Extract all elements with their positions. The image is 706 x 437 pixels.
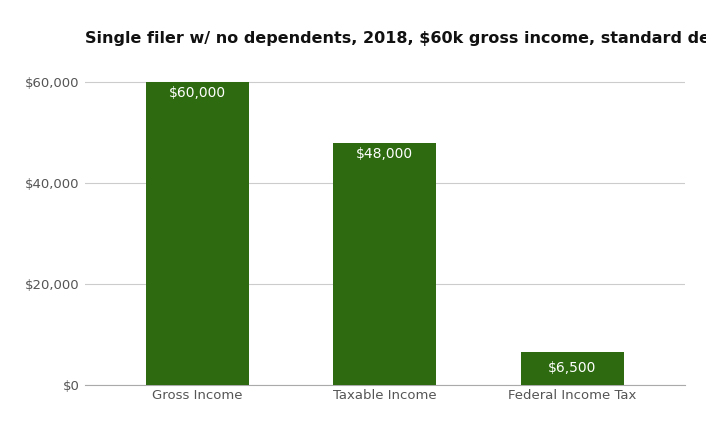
- Bar: [333, 142, 436, 385]
- Text: $60,000: $60,000: [169, 86, 226, 100]
- Bar: [145, 82, 249, 385]
- Bar: [521, 352, 624, 385]
- Text: $48,000: $48,000: [357, 147, 413, 161]
- Text: $6,500: $6,500: [548, 361, 597, 375]
- Text: Single filer w/ no dependents, 2018, $60k gross income, standard deduction: Single filer w/ no dependents, 2018, $60…: [85, 31, 706, 46]
